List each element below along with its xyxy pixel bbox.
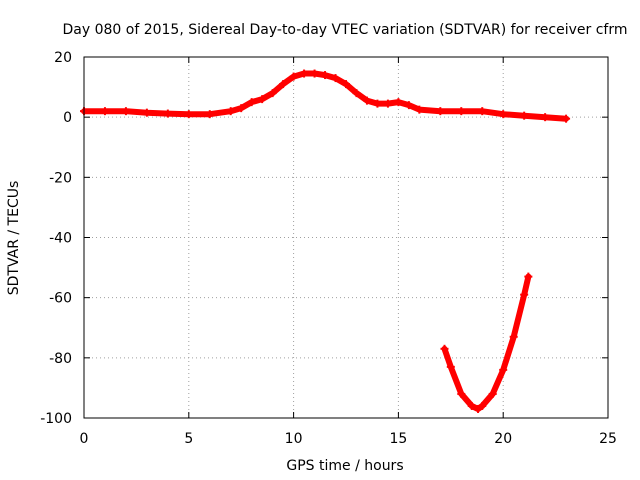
data-point — [279, 80, 288, 89]
data-point — [478, 107, 487, 116]
data-point — [394, 98, 403, 107]
series-line-1 — [81, 70, 570, 122]
x-tick-label: 20 — [494, 431, 512, 447]
data-point — [184, 110, 193, 119]
data-point — [373, 99, 382, 108]
data-point — [163, 109, 172, 118]
data-point — [142, 108, 151, 117]
data-point — [457, 389, 466, 398]
data-point — [478, 401, 487, 410]
data-point — [352, 89, 361, 98]
data-point — [121, 107, 130, 116]
data-point — [383, 99, 392, 108]
y-tick-label: -20 — [49, 170, 72, 186]
data-point — [258, 95, 267, 104]
x-tick-label: 15 — [389, 431, 407, 447]
y-tick-label: 0 — [63, 110, 72, 126]
data-point — [342, 80, 350, 89]
data-point — [467, 401, 476, 410]
data-point — [415, 105, 424, 114]
y-tick-label: 20 — [54, 50, 72, 66]
data-point — [520, 290, 529, 299]
data-point — [509, 332, 518, 341]
data-point — [520, 111, 529, 120]
data-point — [488, 389, 497, 398]
data-point — [362, 96, 371, 105]
data-point — [205, 110, 214, 119]
y-tick-label: -40 — [49, 231, 72, 247]
data-point — [237, 104, 246, 113]
data-point — [541, 113, 550, 122]
x-tick-label: 10 — [285, 431, 303, 447]
y-tick-label: -80 — [49, 351, 72, 367]
data-point — [247, 98, 256, 107]
y-tick-label: -60 — [49, 291, 72, 307]
data-point — [404, 101, 413, 110]
y-axis-title: SDTVAR / TECUs — [6, 181, 22, 296]
data-point — [300, 69, 309, 78]
data-point — [226, 107, 235, 116]
x-tick-label: 0 — [80, 431, 89, 447]
data-point — [289, 72, 298, 81]
data-point — [562, 114, 571, 123]
x-tick-label: 5 — [184, 431, 193, 447]
data-point — [268, 89, 277, 98]
x-axis-title: GPS time / hours — [286, 458, 403, 474]
data-point — [499, 365, 508, 374]
data-point — [331, 74, 340, 83]
data-point — [499, 110, 508, 119]
data-point — [446, 362, 455, 371]
y-tick-label: -100 — [40, 411, 72, 427]
data-point — [524, 272, 533, 281]
data-point — [436, 107, 445, 116]
data-point — [100, 107, 109, 116]
data-point — [474, 404, 483, 413]
data-point — [310, 69, 319, 78]
data-point — [457, 107, 466, 116]
data-point — [440, 344, 449, 353]
series-line-2 — [441, 273, 532, 412]
data-point — [321, 71, 330, 80]
axis-ticks: 0 5 10 15 20 25 -100 -80 -60 -40 -20 0 20 — [40, 50, 617, 447]
data-series — [80, 69, 571, 413]
x-tick-label: 25 — [599, 431, 617, 447]
chart-title: Day 080 of 2015, Sidereal Day-to-day VTE… — [63, 22, 628, 38]
